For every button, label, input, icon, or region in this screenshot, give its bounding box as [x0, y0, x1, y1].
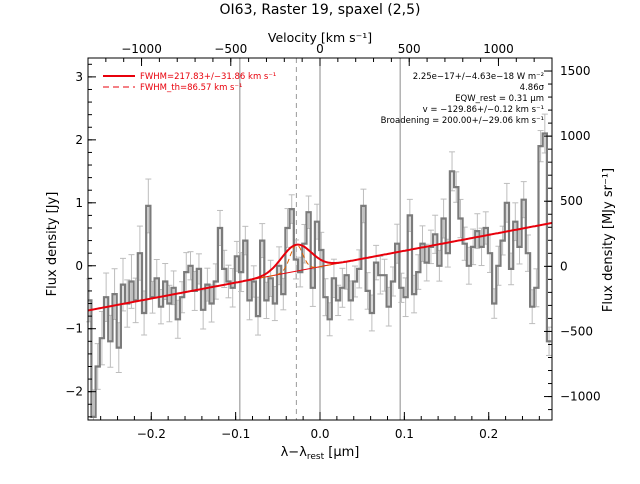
- thermal-profile-line: [87, 222, 553, 311]
- right-tick-label: −500: [560, 324, 593, 338]
- right-tick-label: 1500: [560, 64, 591, 78]
- x-tick-label: 0.0: [310, 427, 329, 441]
- axis-tick-labels: −0.2 −0.1 0.0 0.1 0.2 −2 −1 0 1 2 3 −1000 −500 0 500 10…: [65, 42, 600, 441]
- x-axis-label: λ−λrest [μm]: [281, 445, 360, 462]
- chart-gridlines: [239, 58, 401, 420]
- annotation-velocity: v = −129.86+/−0.12 km s⁻¹: [423, 105, 544, 115]
- y-tick-label: −1: [65, 322, 83, 336]
- top-tick-label: 1000: [483, 42, 514, 56]
- right-tick-label: 1000: [560, 129, 591, 143]
- top-tick-label: 500: [398, 42, 421, 56]
- annotation-line-flux: 2.25e−17+/−4.63e−18 W m⁻²: [413, 72, 544, 82]
- legend-label-fwhm: FWHM=217.83+/−31.86 km s⁻¹: [140, 72, 276, 82]
- x-tick-label: 0.2: [479, 427, 498, 441]
- gaussian-fit-line: [87, 221, 553, 312]
- right-tick-label: 500: [560, 194, 583, 208]
- chart-legend: FWHM=217.83+/−31.86 km s⁻¹ FWHM_th=86.57…: [103, 72, 276, 93]
- annotation-eqw: EQW_rest = 0.31 μm: [455, 94, 544, 104]
- top-tick-label: 0: [316, 42, 324, 56]
- right-tick-label: −1000: [560, 390, 601, 404]
- y-tick-label: 3: [75, 70, 83, 84]
- axis-ticks: [88, 57, 553, 420]
- top-tick-label: −1000: [121, 42, 162, 56]
- right-tick-label: 0: [560, 259, 568, 273]
- fit-annotations: 2.25e−17+/−4.63e−18 W m⁻² 4.86σ EQW_rest…: [381, 72, 545, 126]
- data-histogram: [88, 132, 552, 418]
- chart-title: OI63, Raster 19, spaxel (2,5): [220, 2, 421, 18]
- fit-lines: [87, 221, 553, 312]
- x-tick-label: −0.1: [221, 427, 250, 441]
- y-tick-label: 2: [75, 133, 83, 147]
- top-tick-label: −500: [214, 42, 247, 56]
- annotation-broadening: Broadening = 200.00+/−29.06 km s⁻¹: [381, 116, 544, 126]
- legend-label-fwhm-th: FWHM_th=86.57 km s⁻¹: [140, 83, 242, 93]
- y-tick-label: 0: [75, 259, 83, 273]
- x-axis-label-unit: [μm]: [324, 445, 359, 460]
- flux-histogram: [88, 132, 552, 418]
- x-axis-label-main: λ−λ: [281, 445, 308, 460]
- x-tick-label: 0.1: [395, 427, 414, 441]
- y-tick-label: −2: [65, 385, 83, 399]
- annotation-significance: 4.86σ: [520, 83, 545, 93]
- x-axis-label-sub: rest: [307, 452, 325, 462]
- top-axis-label: Velocity [km s⁻¹]: [268, 30, 372, 45]
- y-axis-label: Flux density [Jy]: [45, 192, 60, 297]
- y-tick-label: 1: [75, 196, 83, 210]
- right-axis-label: Flux density [MJy sr⁻¹]: [601, 168, 616, 312]
- x-tick-label: −0.2: [137, 427, 166, 441]
